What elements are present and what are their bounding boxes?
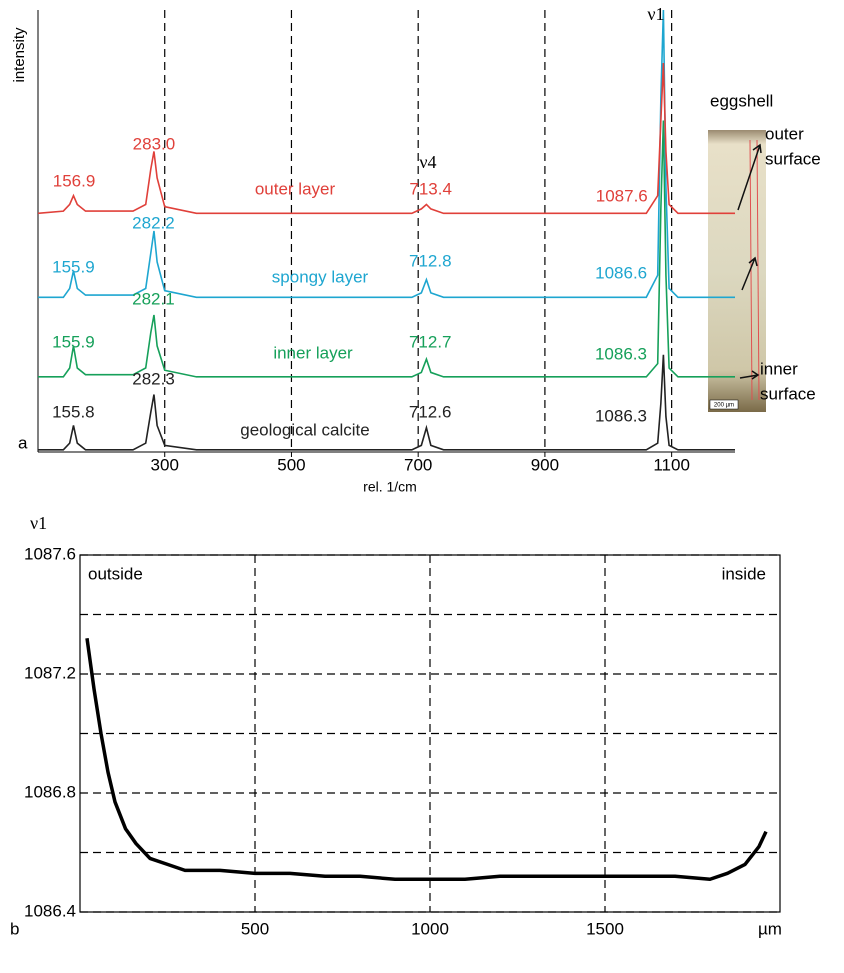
spectrum — [38, 9, 735, 299]
peak-label: 1086.3 — [595, 344, 647, 363]
panel-label: b — [10, 919, 19, 938]
y-tick-label: 1087.2 — [24, 663, 76, 682]
arrow — [737, 143, 762, 211]
arrow — [741, 256, 758, 291]
x-unit: µm — [758, 919, 782, 938]
peak-label: 1087.6 — [596, 186, 648, 205]
eggshell-photo — [708, 130, 766, 412]
peak-label: 282.1 — [132, 289, 175, 308]
corner-label: outside — [88, 564, 143, 583]
x-tick-label: 700 — [404, 455, 432, 474]
spectrum — [38, 354, 735, 451]
series-label: outer layer — [255, 179, 336, 198]
peak-label: 713.4 — [409, 179, 452, 198]
arrow — [739, 370, 760, 380]
annotation: ν4 — [419, 152, 436, 172]
peak-label: 155.8 — [52, 402, 95, 421]
x-tick-label: 1500 — [586, 919, 624, 938]
x-axis-label: rel. 1/cm — [363, 479, 417, 495]
peak-label: 712.8 — [409, 251, 452, 270]
peak-label: 712.6 — [409, 402, 452, 421]
peak-label: 283.0 — [133, 134, 176, 153]
x-tick-label: 500 — [241, 919, 269, 938]
y-tick-label: 1087.6 — [24, 544, 76, 563]
panel-label: a — [18, 433, 28, 452]
x-tick-label: 500 — [277, 455, 305, 474]
inset-title: eggshell — [710, 91, 773, 110]
peak-label: 156.9 — [53, 171, 96, 190]
y-tick-label: 1086.8 — [24, 782, 76, 801]
y-axis-label: ν1 — [30, 513, 47, 533]
scale-label: 200 µm — [714, 403, 734, 409]
series-label: inner layer — [273, 343, 353, 362]
x-tick-label: 1100 — [653, 455, 690, 474]
y-tick-label: 1086.4 — [24, 901, 76, 920]
annotation: ν1 — [647, 4, 664, 24]
inset-label: outer — [765, 124, 804, 143]
spectrum — [37, 63, 735, 215]
x-tick-label: 300 — [151, 455, 179, 474]
series-label: geological calcite — [240, 420, 369, 439]
inset-label: inner — [760, 359, 798, 378]
x-tick-label: 900 — [531, 455, 559, 474]
peak-label: 155.9 — [52, 257, 95, 276]
peak-label: 1086.6 — [595, 263, 647, 282]
peak-label: 1086.3 — [595, 406, 647, 425]
peak-label: 282.2 — [132, 213, 175, 232]
scan-line — [749, 139, 753, 401]
peak-label: 155.9 — [52, 332, 95, 351]
corner-label: inside — [722, 564, 766, 583]
series-label: spongy layer — [272, 267, 369, 286]
inset-label: surface — [765, 149, 821, 168]
peak-label: 712.7 — [409, 332, 452, 351]
peak-label: 282.3 — [132, 369, 175, 388]
inset-label: surface — [760, 384, 816, 403]
x-tick-label: 1000 — [411, 919, 449, 938]
data-line — [85, 638, 768, 882]
arrows — [737, 143, 762, 380]
y-axis-label: intensity — [11, 27, 28, 83]
spectrum — [38, 120, 735, 378]
scale-bar — [709, 399, 739, 410]
scan-line — [756, 139, 760, 401]
